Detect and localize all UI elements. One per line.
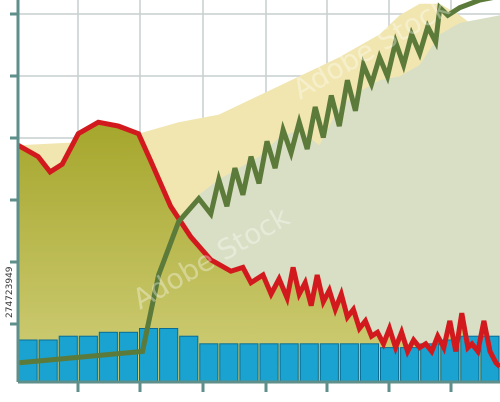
- bar: [359, 343, 379, 383]
- line-layer: [16, 0, 500, 369]
- bar: [239, 343, 259, 383]
- olive-area: [18, 122, 500, 382]
- bar: [199, 343, 219, 383]
- bar: [139, 328, 159, 383]
- stock-id-label: 274723949: [5, 266, 15, 318]
- bar: [118, 331, 139, 383]
- bar: [159, 328, 179, 383]
- area-layer: [18, 3, 500, 383]
- bar: [319, 343, 339, 383]
- red-series-line: [16, 119, 500, 369]
- bar: [179, 335, 199, 383]
- bar: [259, 343, 279, 383]
- bar: [339, 343, 359, 383]
- axis-layer: [10, 0, 500, 392]
- bar-layer: [18, 328, 500, 383]
- green-series-line: [17, 0, 494, 366]
- bar: [219, 343, 239, 383]
- bar: [299, 343, 319, 383]
- bar: [279, 343, 299, 383]
